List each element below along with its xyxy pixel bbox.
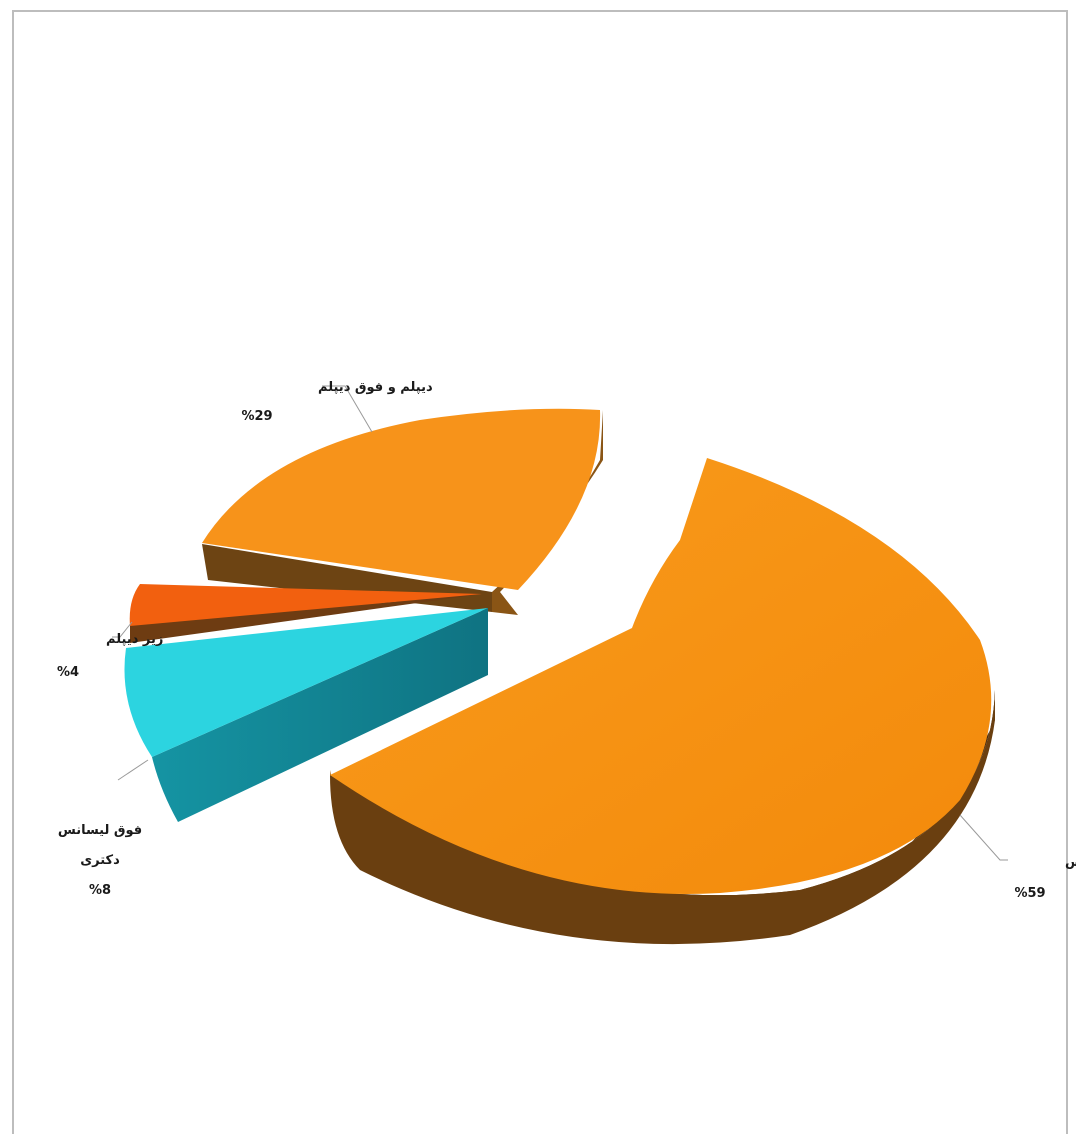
leader-below-diploma — [112, 621, 133, 638]
leader-masters-phd — [117, 759, 149, 781]
slice-masters-phd-side — [152, 608, 488, 822]
label-diploma-value: %29 — [241, 409, 272, 424]
slice-below-diploma-side — [130, 594, 482, 643]
slice-diploma — [202, 408, 603, 615]
slice-diploma-top — [202, 408, 601, 590]
label-diploma-name: دیپلم و فوق دیپلم — [318, 380, 433, 395]
slice-bachelor — [330, 458, 995, 945]
label-bachelor-name: لیسانس — [1065, 855, 1076, 870]
label-bachelor: لیسانس %59 — [1014, 855, 1076, 901]
label-masters-phd-line1: فوق لیسانس — [58, 823, 142, 838]
slice-below-diploma — [129, 584, 482, 643]
leader-bachelor — [959, 814, 1008, 861]
label-masters-phd-line2: دکتری — [80, 853, 120, 868]
slice-bachelor-top — [330, 458, 992, 895]
leader-diploma — [322, 385, 373, 433]
slice-bachelor-side-front — [330, 690, 995, 945]
label-bachelor-value: %59 — [1014, 886, 1045, 901]
label-below-diploma-value: %4 — [57, 665, 79, 680]
slice-masters-phd — [124, 608, 488, 822]
label-below-diploma-name: زیر دیپلم — [106, 632, 163, 647]
label-masters-phd: فوق لیسانس دکتری %8 — [58, 823, 142, 898]
label-below-diploma: زیر دیپلم %4 — [57, 632, 163, 680]
slice-masters-phd-top — [124, 608, 488, 757]
slice-below-diploma-top — [129, 584, 482, 626]
label-diploma: دیپلم و فوق دیپلم %29 — [241, 380, 433, 424]
label-masters-phd-value: %8 — [89, 883, 111, 898]
